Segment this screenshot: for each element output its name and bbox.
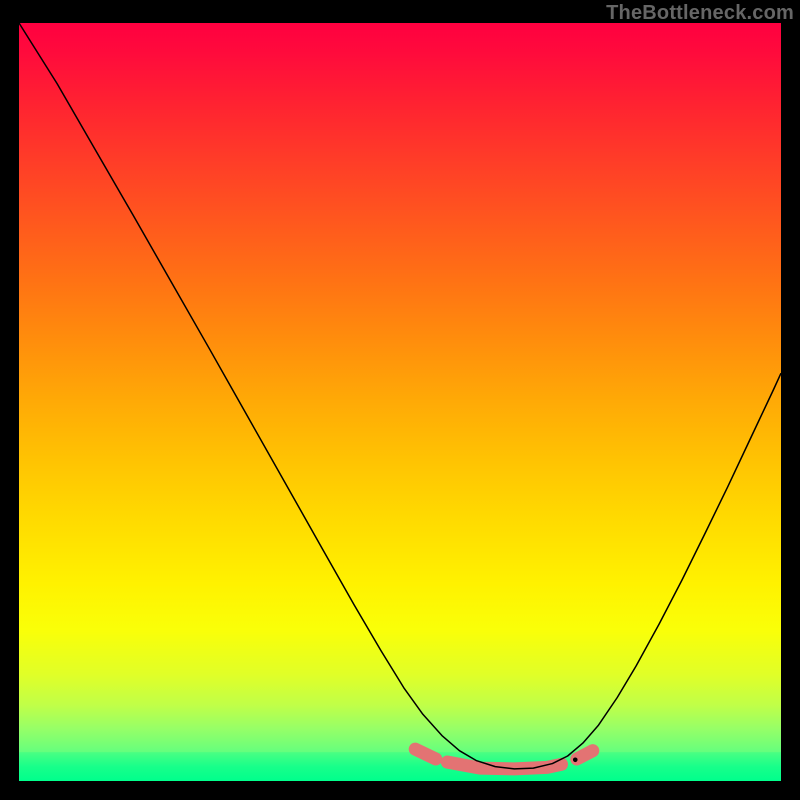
bottleneck-chart (0, 0, 800, 800)
optimal-range-highlight-0 (415, 749, 436, 759)
watermark-text: TheBottleneck.com (606, 2, 794, 25)
chart-stage: TheBottleneck.com (0, 0, 800, 800)
current-config-dot (573, 757, 578, 762)
heat-gradient-area (19, 23, 781, 781)
bottom-green-band (19, 752, 781, 781)
optimal-range-highlight-2 (577, 751, 593, 759)
